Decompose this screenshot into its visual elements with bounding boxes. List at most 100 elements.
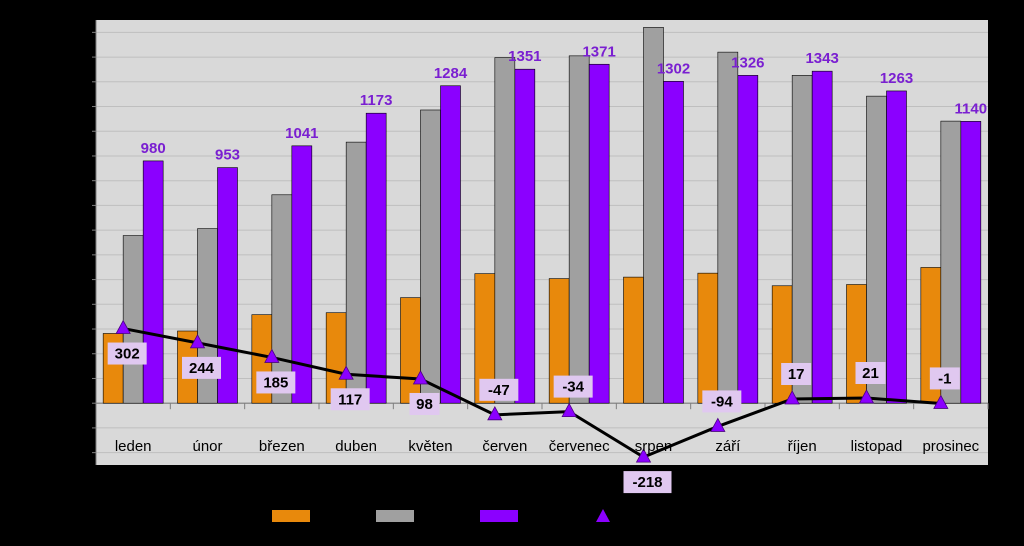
- line-label-box: [553, 375, 593, 398]
- line-label-box: [781, 362, 812, 385]
- line-marker: [858, 389, 875, 404]
- bar-value-label: 1173: [360, 92, 393, 109]
- bar-value-label: 1263: [880, 70, 913, 87]
- line-marker: [635, 448, 652, 463]
- line-value-label: -47: [488, 382, 510, 399]
- bar: [217, 167, 238, 404]
- bar: [420, 109, 441, 404]
- category-label: duben: [335, 438, 377, 455]
- line-label-box: [409, 392, 440, 415]
- bar: [623, 276, 644, 404]
- category-label: prosinec: [922, 438, 979, 455]
- line-marker: [561, 402, 577, 417]
- line-value-label: -94: [711, 393, 733, 410]
- line-value-label: -34: [562, 379, 584, 396]
- plot-area: [96, 20, 988, 465]
- line-value-label: 185: [263, 374, 288, 391]
- bar: [291, 145, 313, 404]
- bar-value-label: 1351: [508, 48, 541, 65]
- line-value-label: 21: [862, 365, 879, 382]
- bar-value-label: 1140: [955, 100, 988, 117]
- line-value-label: 98: [416, 396, 433, 413]
- bar-value-label: 1284: [434, 65, 468, 82]
- line-value-label: 17: [788, 366, 805, 383]
- bar: [866, 95, 887, 404]
- category-label: srpen: [635, 438, 673, 455]
- bar: [142, 160, 164, 404]
- category-label: červen: [482, 438, 527, 455]
- category-label: červenec: [549, 438, 610, 455]
- bar: [568, 55, 590, 404]
- line-label-box: [330, 388, 370, 411]
- bar: [940, 120, 962, 404]
- line-label-box: [256, 371, 296, 394]
- line-marker: [710, 417, 726, 432]
- line-path: [122, 327, 941, 459]
- bar: [771, 285, 793, 404]
- category-label: září: [715, 438, 741, 455]
- line-marker: [487, 405, 503, 421]
- line-value-label: 117: [338, 391, 362, 408]
- bar: [494, 57, 516, 404]
- line-label-box: [855, 362, 886, 385]
- bar: [514, 68, 536, 404]
- bar: [886, 90, 907, 404]
- line-value-label: 244: [189, 360, 215, 377]
- category-label: leden: [115, 438, 152, 455]
- line-marker: [784, 390, 800, 405]
- bar: [791, 75, 813, 404]
- line-value-label: 302: [115, 346, 140, 363]
- data-labels: 980 953 1041 1173 1284 1351 1371 1302 1326 1343 12…: [107, 43, 988, 494]
- bar: [345, 141, 367, 404]
- line-marker: [115, 319, 131, 334]
- bar: [365, 112, 387, 404]
- line-label-box: [623, 471, 672, 494]
- gridlines: [92, 20, 989, 465]
- bar-value-label: 1371: [582, 43, 615, 60]
- category-label: říjen: [788, 438, 817, 455]
- bar: [811, 70, 833, 404]
- category-labels: leden únor březen duben květen červen červenec…: [115, 438, 980, 455]
- line-value-label: -218: [632, 474, 662, 491]
- line-marker: [933, 394, 949, 409]
- legend-swatch: [272, 510, 310, 522]
- bar: [400, 297, 421, 404]
- bar: [960, 121, 982, 404]
- line-label-box: [479, 378, 519, 401]
- line-label-box: [929, 367, 960, 390]
- line-label-box: [107, 342, 147, 365]
- category-label: březen: [259, 438, 305, 455]
- category-label: listopad: [851, 438, 903, 455]
- bar-value-label: 953: [215, 147, 240, 164]
- line-label-box: [182, 356, 221, 379]
- bar-value-label: 1302: [657, 60, 690, 77]
- line-label-box: [702, 390, 742, 413]
- bar-value-label: 980: [141, 140, 166, 157]
- bar: [737, 75, 759, 404]
- category-label: květen: [408, 438, 452, 455]
- bar: [588, 63, 610, 404]
- legend-marker: [596, 509, 610, 522]
- line-value-label: -1: [938, 370, 951, 387]
- bar: [440, 85, 461, 404]
- line-marker: [338, 365, 354, 380]
- bars: [102, 27, 982, 404]
- bar: [697, 272, 719, 404]
- bar: [643, 27, 664, 404]
- category-label: únor: [192, 438, 222, 455]
- bar-value-label: 1326: [731, 54, 764, 71]
- legend-swatch: [376, 510, 414, 522]
- legend: [272, 509, 610, 522]
- balance-line: [115, 319, 949, 463]
- line-marker: [264, 348, 280, 363]
- line-marker: [412, 370, 429, 385]
- bar: [663, 81, 684, 404]
- bar-value-label: 1041: [285, 125, 318, 142]
- bar: [846, 284, 867, 404]
- bar: [122, 235, 144, 404]
- bar: [717, 51, 739, 404]
- legend-swatch: [480, 510, 518, 522]
- bar-value-label: 1343: [805, 50, 838, 67]
- line-marker: [189, 334, 206, 349]
